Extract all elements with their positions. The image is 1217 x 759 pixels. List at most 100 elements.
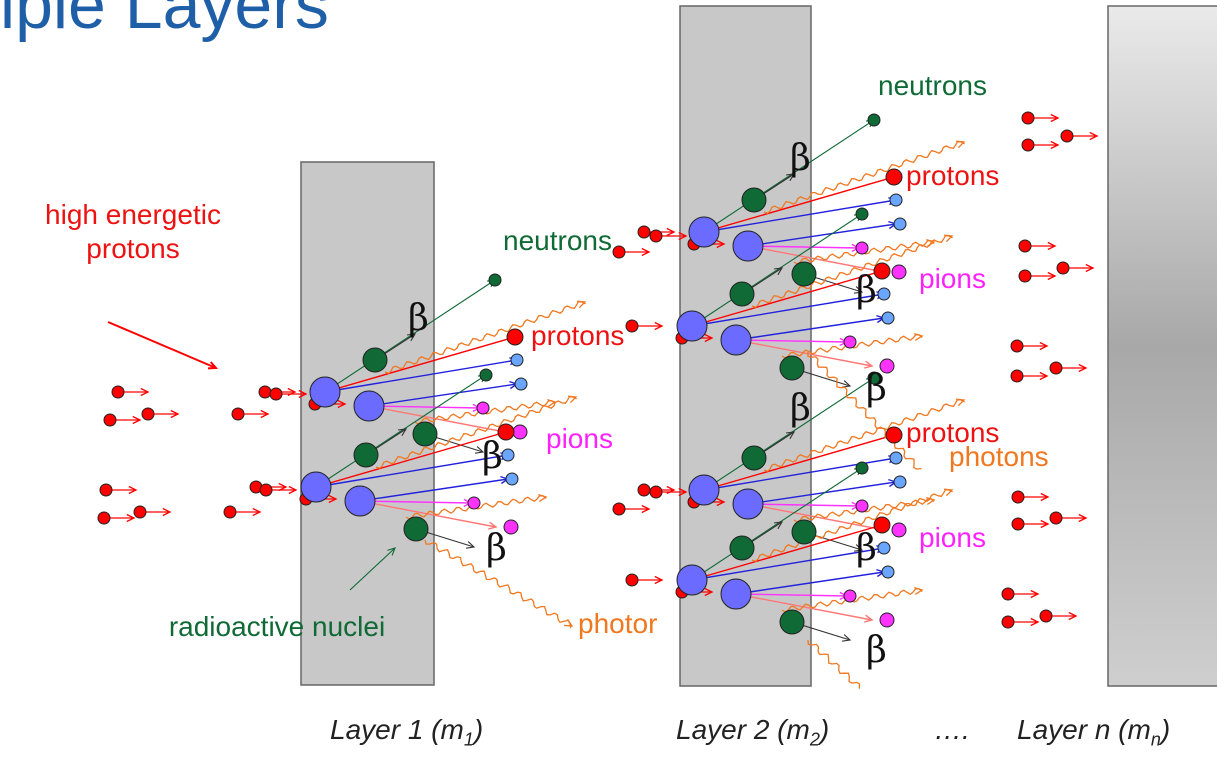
- photon-head-140: [943, 234, 954, 243]
- arrowhead-259: [252, 507, 262, 517]
- arrowhead-304: [1040, 492, 1050, 502]
- arrowhead-250: [128, 485, 138, 495]
- photon-head-176: [955, 398, 966, 407]
- proton-0: [258, 385, 272, 399]
- proton-251: [97, 511, 111, 525]
- arrowhead-38: [278, 482, 288, 492]
- neutron-221: [729, 535, 755, 561]
- label-pions-2a: pions: [919, 263, 986, 294]
- neutron-small-107: [867, 113, 881, 127]
- proton-236: [103, 413, 117, 427]
- track-167: [747, 503, 860, 507]
- neutron-186: [791, 519, 817, 545]
- particle-light-182: [893, 475, 907, 489]
- proton-299: [1049, 361, 1063, 375]
- proton-275: [1021, 111, 1035, 125]
- arrowhead-86: [716, 239, 726, 249]
- layer-2-name: Layer 2 (m: [676, 714, 810, 745]
- particle-light-217: [877, 541, 891, 555]
- label-protons-incoming: protons: [86, 233, 179, 264]
- proton-266: [649, 229, 663, 243]
- label-high-energetic: high energetic: [45, 199, 221, 230]
- layer-n-label: Layer n (mn): [1017, 714, 1170, 751]
- arrowhead-241: [170, 409, 180, 419]
- track-125: [691, 293, 885, 327]
- beta-label-74: β: [486, 528, 507, 569]
- track-79: [107, 321, 217, 369]
- layer-2-close: ): [819, 714, 830, 745]
- proton-272: [649, 485, 663, 499]
- arrowhead-172: [785, 431, 796, 440]
- photon-track-139: [751, 235, 953, 309]
- track-10: [324, 279, 496, 393]
- track-48: [359, 478, 509, 502]
- neutron-113: [741, 187, 767, 213]
- track-14: [368, 405, 481, 409]
- track-195: [691, 524, 883, 581]
- slide-title: iple Layers: [0, 0, 329, 43]
- arrowhead-280: [1050, 140, 1060, 150]
- photon-track-103: [763, 141, 965, 215]
- pion-184: [891, 522, 907, 538]
- particle-light-109: [889, 193, 903, 207]
- layer-n-sub: n: [1150, 729, 1161, 750]
- arrowhead-283: [1089, 131, 1099, 141]
- layer-n-close: ): [1160, 714, 1171, 745]
- nucleus-151: [676, 310, 708, 342]
- pion-147: [843, 335, 857, 349]
- arrowhead-19: [406, 333, 417, 342]
- photon-track-232: [807, 639, 861, 689]
- arrowhead-191: [654, 575, 664, 585]
- pion-183: [855, 499, 869, 513]
- layer-1-close: ): [473, 714, 484, 745]
- particle-light-65: [505, 472, 519, 486]
- track-203: [735, 593, 848, 597]
- neutron-small-215: [855, 461, 869, 475]
- neutron-69: [403, 516, 429, 542]
- arrowhead-271: [641, 504, 651, 514]
- arrowhead-274: [678, 487, 688, 497]
- neutron-185: [741, 445, 767, 471]
- arrowhead-307: [1040, 519, 1050, 529]
- arrowhead-277: [1050, 113, 1060, 123]
- photon-track-211: [751, 489, 953, 563]
- label-pions-2b: pions: [919, 522, 986, 553]
- proton-out-216: [873, 516, 891, 534]
- layer-1-label: Layer 1 (m1): [330, 714, 483, 751]
- pion-219: [843, 589, 857, 603]
- track-12: [368, 383, 518, 407]
- neutron-small-62: [479, 368, 493, 382]
- arrowhead-41: [328, 494, 338, 504]
- pion-112: [891, 264, 907, 280]
- proton-out-180: [885, 426, 903, 444]
- layer-2-sub: 2: [809, 729, 820, 750]
- particle-light-28: [510, 353, 524, 367]
- arrowhead-78: [387, 547, 396, 556]
- photon-track-75: [424, 539, 572, 629]
- arrowhead-208: [773, 521, 784, 530]
- arrowhead-210: [842, 634, 852, 642]
- arrowhead-319: [1068, 611, 1078, 621]
- arrowhead-194: [704, 587, 714, 597]
- proton-153: [637, 483, 651, 497]
- beta-label-225: β: [790, 138, 811, 179]
- proton-296: [1010, 369, 1024, 383]
- neutron-33: [412, 421, 438, 447]
- beta-label-230: β: [866, 630, 887, 671]
- nucleus-223: [676, 564, 708, 596]
- proton-233: [111, 385, 125, 399]
- arrowhead-238: [132, 415, 142, 425]
- arrowhead-289: [1047, 271, 1057, 281]
- photon-track-231: [807, 351, 922, 470]
- nucleus-70: [300, 471, 332, 503]
- nucleus-34: [309, 376, 341, 408]
- label-radioactive-nuclei: radioactive nuclei: [169, 611, 385, 642]
- arrowhead-298: [1039, 371, 1049, 381]
- proton-305: [1011, 517, 1025, 531]
- track-163: [703, 377, 875, 491]
- proton-257: [223, 505, 237, 519]
- track-87: [703, 176, 895, 233]
- pion-67: [503, 519, 519, 535]
